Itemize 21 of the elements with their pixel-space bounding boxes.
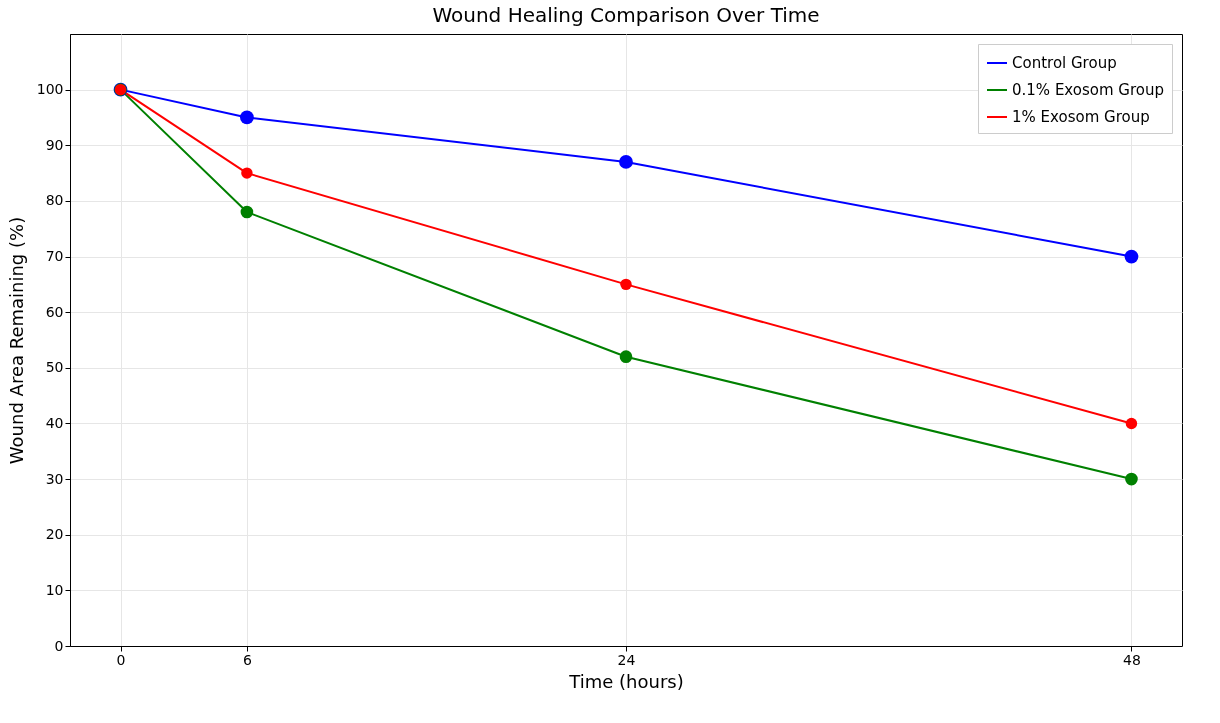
y-tick-label: 50 [45, 359, 64, 376]
y-tick-label: 70 [45, 248, 64, 265]
y-tick-label: 60 [45, 303, 64, 320]
chart-title: Wound Healing Comparison Over Time [432, 3, 820, 27]
x-axis-title: Time (hours) [568, 670, 684, 692]
y-tick-label: 80 [45, 192, 64, 209]
legend-label: 0.1% Exosom Group [1012, 81, 1164, 99]
legend-label: 1% Exosom Group [1012, 108, 1150, 126]
x-tick-label: 0 [116, 651, 126, 668]
y-tick-label: 40 [45, 414, 64, 431]
y-tick-label: 90 [45, 136, 64, 153]
y-tick-label: 100 [36, 81, 64, 98]
y-tick-label: 10 [45, 581, 64, 598]
y-tick-label: 30 [45, 470, 64, 487]
x-tick-label: 48 [1123, 651, 1141, 668]
y-tick-label: 0 [54, 637, 64, 654]
y-tick-label: 20 [45, 526, 64, 543]
x-tick-label: 6 [242, 651, 252, 668]
y-axis-title: Wound Area Remaining (%) [5, 216, 27, 465]
legend-label: Control Group [1012, 54, 1117, 72]
x-tick-label: 24 [617, 651, 636, 668]
